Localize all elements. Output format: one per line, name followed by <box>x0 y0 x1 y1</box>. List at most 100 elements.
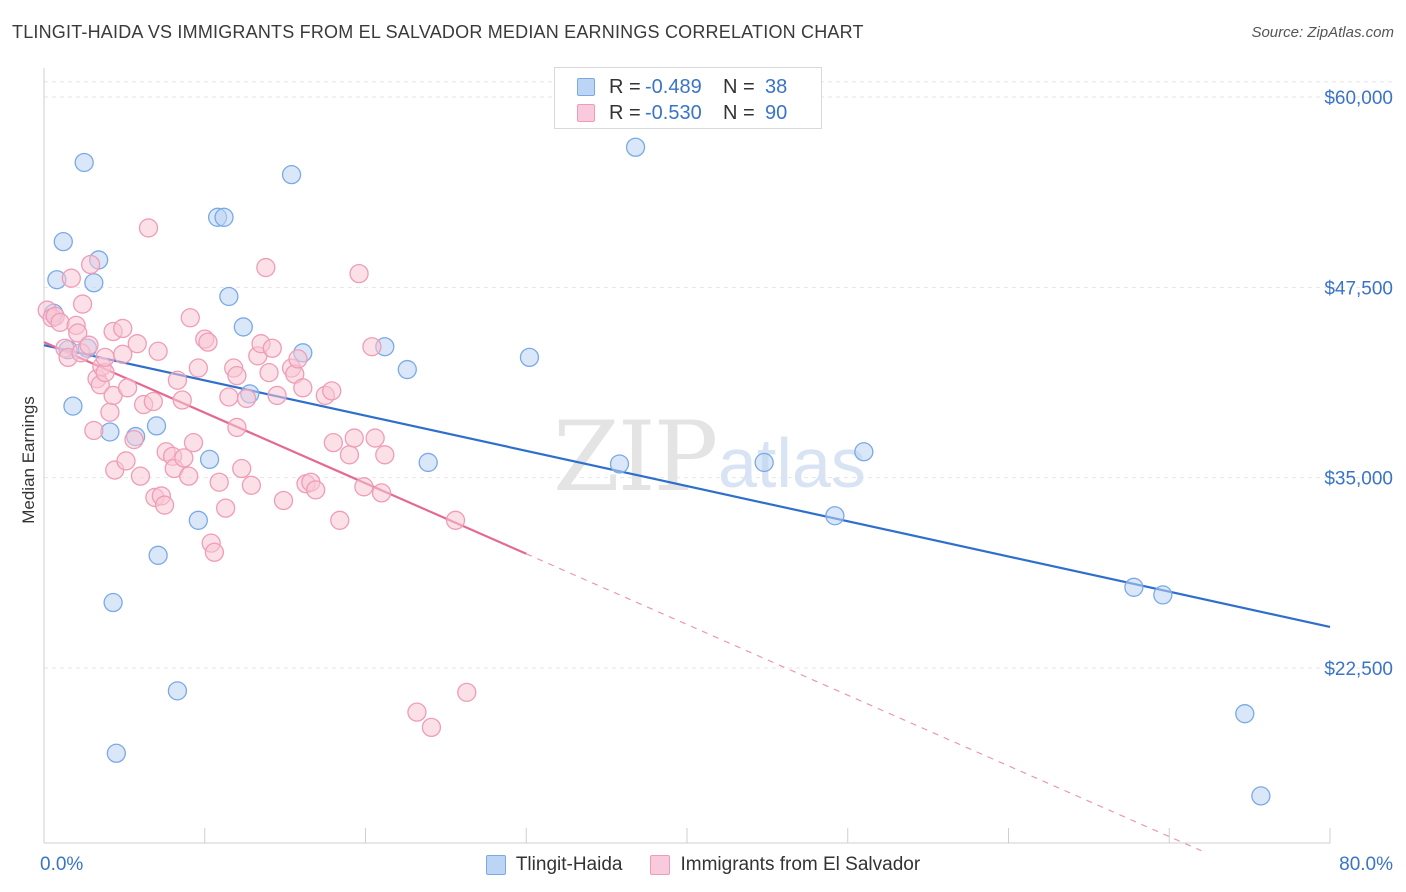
point-el-salvador <box>375 445 395 465</box>
point-el-salvador <box>344 428 364 448</box>
point-tlingit-haida <box>146 416 167 436</box>
point-el-salvador <box>267 385 287 406</box>
series-legend: Tlingit-Haida Immigrants from El Salvado… <box>0 852 1406 878</box>
point-el-salvador <box>84 420 104 441</box>
point-el-salvador <box>174 448 194 468</box>
point-tlingit-haida <box>418 452 438 473</box>
trend-line <box>43 341 527 555</box>
legend-row-elsalvador: R = -0.530 N = 90 <box>577 101 787 125</box>
point-el-salvador <box>79 335 99 355</box>
point-el-salvador <box>100 402 120 422</box>
point-el-salvador <box>188 358 208 378</box>
point-el-salvador <box>61 268 81 288</box>
point-tlingit-haida <box>199 449 220 470</box>
point-tlingit-haida <box>281 165 302 185</box>
series-label-tlingit: Tlingit-Haida <box>515 854 623 875</box>
point-el-salvador <box>262 338 282 358</box>
point-el-salvador <box>215 498 236 518</box>
point-tlingit-haida <box>188 510 208 530</box>
point-tlingit-haida <box>854 442 874 462</box>
legend-n-label: N = <box>723 101 755 124</box>
point-tlingit-haida <box>1153 585 1173 605</box>
legend-n-label: N = <box>723 75 755 98</box>
point-tlingit-haida <box>74 152 94 173</box>
y-tick-label: $35,000 <box>1324 469 1393 490</box>
point-el-salvador <box>117 378 138 398</box>
point-el-salvador <box>241 475 262 495</box>
point-el-salvador <box>227 365 247 386</box>
point-tlingit-haida <box>754 452 774 473</box>
point-el-salvador <box>371 483 392 503</box>
point-tlingit-haida <box>1124 577 1144 597</box>
point-el-salvador <box>330 510 350 530</box>
legend-n-value: 90 <box>765 101 788 124</box>
watermark-zip: ZIP <box>553 401 716 513</box>
point-el-salvador <box>293 378 313 398</box>
point-el-salvador <box>68 323 88 343</box>
y-tick-label: $22,500 <box>1324 659 1393 680</box>
point-el-salvador <box>349 263 369 284</box>
point-tlingit-haida <box>1235 704 1255 724</box>
x-tick-label: 80.0% <box>1339 854 1393 875</box>
point-tlingit-haida <box>609 454 630 474</box>
point-el-salvador <box>172 390 192 410</box>
point-tlingit-haida <box>519 347 540 368</box>
point-tlingit-haida <box>233 317 253 337</box>
point-tlingit-haida <box>84 273 104 293</box>
point-el-salvador <box>138 218 159 238</box>
legend-n-value: 38 <box>765 75 788 98</box>
point-el-salvador <box>180 308 200 328</box>
series-swatch-tlingit <box>485 855 506 875</box>
y-tick-label: $47,500 <box>1324 278 1393 299</box>
legend-row-tlingit: R = -0.489 N = 38 <box>577 75 787 99</box>
point-el-salvador <box>288 349 308 369</box>
point-el-salvador <box>204 542 225 562</box>
point-el-salvador <box>143 391 163 412</box>
point-el-salvador <box>127 334 147 354</box>
point-tlingit-haida <box>100 422 120 442</box>
point-el-salvador <box>148 341 168 361</box>
legend-r-label: R = <box>609 101 641 124</box>
legend-swatch-tlingit <box>577 78 595 96</box>
chart-title: TLINGIT-HAIDA VS IMMIGRANTS FROM EL SALV… <box>12 22 864 42</box>
point-el-salvador <box>50 312 70 333</box>
source-credit: Source: ZipAtlas.com <box>1251 24 1394 41</box>
y-tick-label: $60,000 <box>1324 88 1393 109</box>
data-points <box>37 137 1271 806</box>
point-el-salvador <box>167 370 188 390</box>
point-el-salvador <box>407 702 427 722</box>
point-el-salvador <box>113 344 133 364</box>
trend-line-extension <box>526 553 1202 852</box>
watermark: ZIP atlas <box>553 401 866 513</box>
point-tlingit-haida <box>63 396 83 416</box>
point-el-salvador <box>227 417 247 438</box>
legend-r-value: -0.530 <box>645 101 702 124</box>
point-el-salvador <box>236 388 257 409</box>
axes: $60,000 $47,500 $35,000 $22,500 0.0% 80.0% <box>40 68 1393 875</box>
point-el-salvador <box>95 347 115 368</box>
y-axis-label: Median Earnings <box>19 396 38 524</box>
point-tlingit-haida <box>106 743 126 763</box>
series-label-elsalvador: Immigrants from El Salvador <box>680 854 921 875</box>
point-el-salvador <box>219 387 239 407</box>
point-tlingit-haida <box>397 359 417 380</box>
point-el-salvador <box>72 294 93 314</box>
legend-swatch-elsalvador <box>577 104 595 122</box>
point-el-salvador <box>273 490 294 511</box>
x-tick-label: 0.0% <box>40 854 83 875</box>
point-el-salvador <box>130 466 151 486</box>
point-el-salvador <box>198 332 218 352</box>
point-el-salvador <box>183 432 204 453</box>
point-el-salvador <box>323 432 344 453</box>
point-tlingit-haida <box>219 286 239 307</box>
point-el-salvador <box>113 318 133 339</box>
point-el-salvador <box>365 428 385 448</box>
series-legend-item-elsalvador: Immigrants from El Salvador <box>650 854 920 876</box>
point-el-salvador <box>445 510 466 530</box>
point-el-salvador <box>306 480 326 500</box>
point-el-salvador <box>339 445 360 465</box>
point-tlingit-haida <box>625 137 646 157</box>
point-tlingit-haida <box>53 232 73 252</box>
point-el-salvador <box>259 362 279 383</box>
